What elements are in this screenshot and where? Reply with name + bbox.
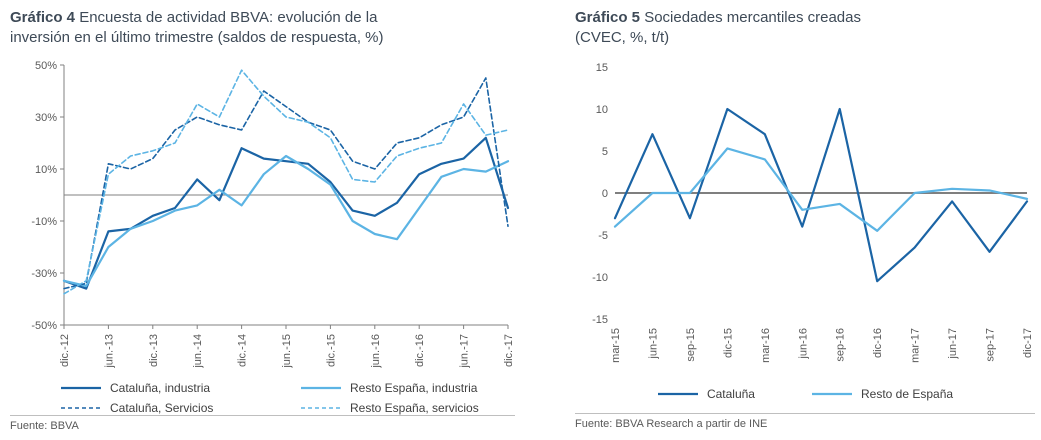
chart-title-grafico-4: Gráfico 4 Encuesta de actividad BBVA: ev…: [10, 8, 515, 48]
y-axis-label: -15: [592, 314, 608, 326]
legend-item-0: Cataluña: [657, 387, 755, 401]
series-line-2: [63, 76, 509, 289]
x-axis-label: jun.-13: [103, 334, 115, 369]
legend-item-3: Resto España, servicios: [300, 401, 515, 415]
series-line-1: [62, 154, 510, 287]
y-axis-label: 50%: [35, 60, 57, 72]
x-axis-label: jun.-17: [459, 334, 471, 369]
x-axis-label: dic.-16: [414, 334, 426, 367]
chart-title-text: Sociedades mercantiles creadas (CVEC, %,…: [575, 9, 861, 46]
legend-label: Cataluña, Servicios: [110, 400, 214, 415]
legend-item-2: Cataluña, Servicios: [60, 401, 300, 415]
chart-legend-grafico-4: Cataluña, industria Resto España, industr…: [60, 381, 515, 415]
chart-title-grafico-5: Gráfico 5 Sociedades mercantiles creadas…: [575, 8, 1035, 48]
line-chart-grafico-4: 50% 30% 10% -10% -30% -50% dic.-12 jun.-13 dic.-…: [10, 55, 515, 379]
source-note-grafico-4: Fuente: BBVA: [10, 414, 515, 434]
x-axis-label: sep-16: [835, 328, 847, 362]
legend-line-swatch: [811, 392, 852, 395]
x-axis-label: jun.-15: [281, 334, 293, 369]
x-axis-label: sep-17: [985, 328, 997, 362]
series-line-3: [63, 68, 509, 295]
x-axis-label: dic-17: [1022, 328, 1034, 358]
x-axis-label: dic-15: [722, 328, 734, 358]
y-axis-label: -5: [598, 230, 608, 242]
y-axis-label: -50%: [31, 320, 57, 332]
legend-item-0: Cataluña, industria: [60, 381, 300, 395]
legend-label: Resto España, industria: [350, 380, 478, 395]
legend-line-swatch: [61, 406, 101, 409]
legend-line-swatch: [657, 392, 698, 395]
chart-panel-grafico-4: Gráfico 4 Encuesta de actividad BBVA: ev…: [10, 8, 515, 432]
x-axis-label: mar-17: [910, 328, 922, 363]
legend-label: Resto España, servicios: [350, 400, 479, 415]
legend-item-1: Resto de España: [811, 387, 953, 401]
legend-line-swatch: [61, 386, 101, 389]
x-axis-label: dic.-14: [237, 334, 249, 367]
y-axis-label: 15: [596, 62, 608, 74]
legend-label: Cataluña, industria: [110, 380, 211, 395]
chart-legend-grafico-5: Cataluña Resto de España: [575, 387, 1035, 401]
legend-line-swatch: [301, 406, 341, 409]
x-axis-label: jun-16: [797, 328, 809, 360]
line-chart-grafico-5: 15 10 5 0 -5 -10 -15 mar-15 jun-15 sep-15 dic-15 ma…: [575, 55, 1035, 379]
series-line-0: [613, 107, 1029, 282]
x-axis-label: jun-15: [647, 328, 659, 360]
x-axis-label: dic.-17: [503, 334, 515, 367]
x-axis-label: dic.-15: [325, 334, 337, 367]
x-axis-label: mar-16: [760, 328, 772, 363]
y-axis-label: -10: [592, 272, 608, 284]
y-axis-label: -30%: [31, 268, 57, 280]
x-axis-label: jun.-16: [370, 334, 382, 369]
source-note-grafico-5: Fuente: BBVA Research a partir de INE: [575, 413, 1035, 432]
series-line-1: [613, 146, 1029, 232]
x-axis-label: jun-17: [947, 328, 959, 360]
x-axis-label: sep-15: [685, 328, 697, 362]
chart-title-number: Gráfico 4: [10, 9, 76, 26]
y-axis-label: 10: [596, 104, 608, 116]
legend-line-swatch: [301, 386, 341, 389]
series-line-0: [62, 136, 510, 290]
chart-canvas: 50% 30% 10% -10% -30% -50%dic.-12 jun.-13 dic.-…: [31, 60, 515, 369]
x-axis-label: mar-15: [610, 328, 622, 363]
y-axis-label: 0: [602, 188, 608, 200]
y-axis-label: -10%: [31, 216, 57, 228]
chart-title-number: Gráfico 5: [575, 9, 641, 26]
x-axis-label: dic-16: [872, 328, 884, 358]
y-axis-label: 30%: [35, 112, 57, 124]
y-axis-label: 10%: [35, 164, 57, 176]
legend-item-1: Resto España, industria: [300, 381, 515, 395]
chart-title-text: Encuesta de actividad BBVA: evolución de…: [10, 9, 384, 46]
x-axis-label: jun.-14: [192, 334, 204, 369]
x-axis-label: dic.-12: [59, 334, 71, 367]
legend-label: Cataluña: [706, 386, 755, 401]
chart-panel-grafico-5: Gráfico 5 Sociedades mercantiles creadas…: [575, 8, 1035, 432]
x-axis-label: dic.-13: [148, 334, 160, 367]
legend-label: Resto de España: [860, 386, 954, 401]
y-axis-label: 5: [602, 146, 608, 158]
